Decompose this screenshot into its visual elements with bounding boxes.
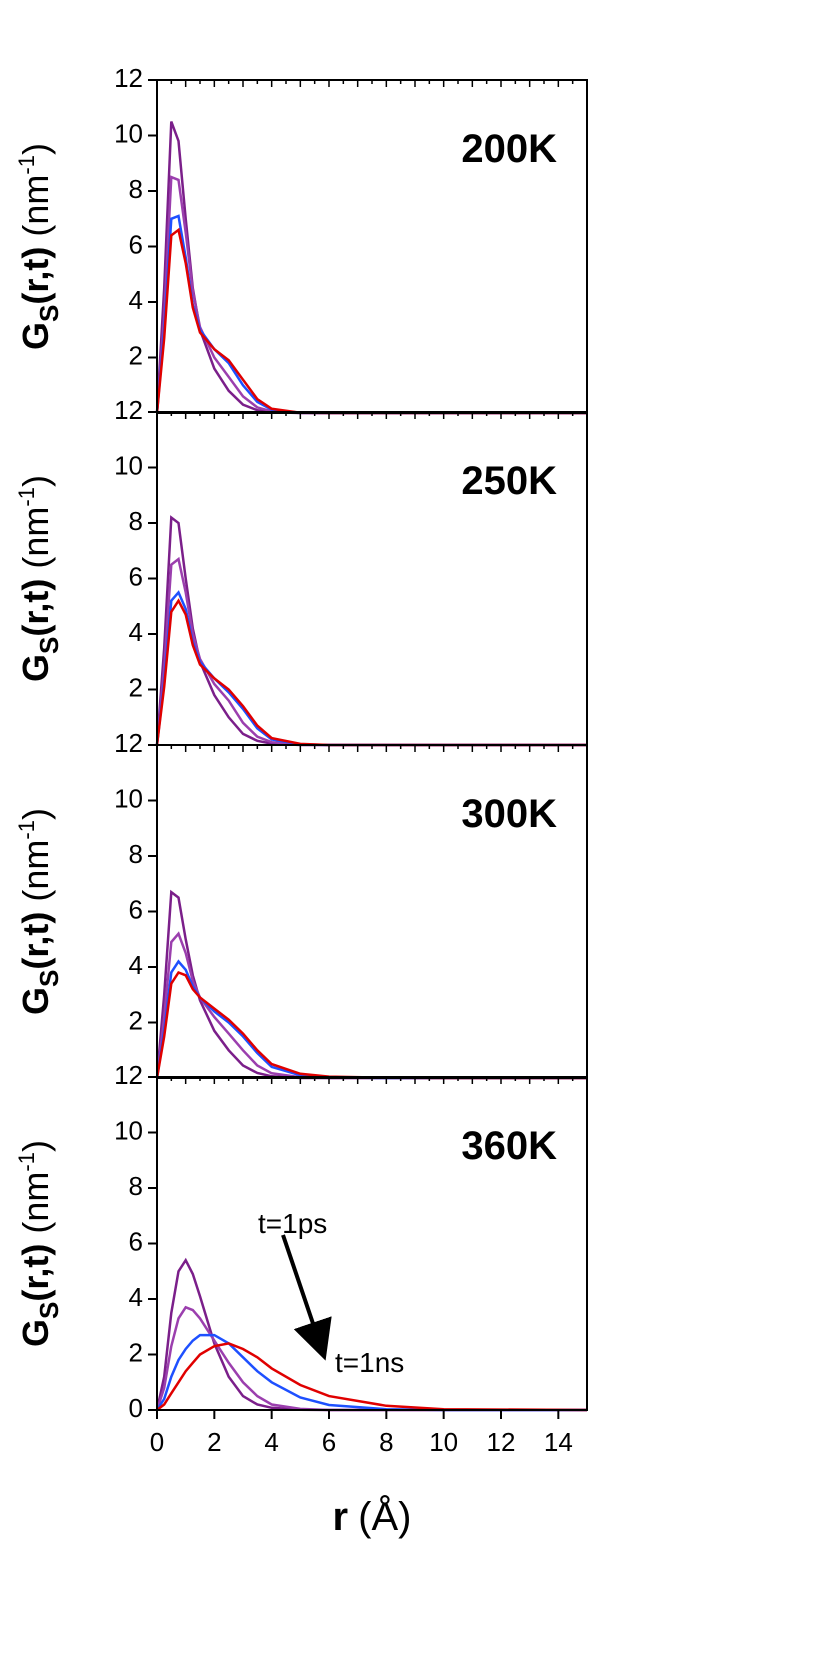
y-axis-label: GS(r,t) (nm-1) (14, 143, 64, 350)
y-label-part: G (15, 654, 56, 682)
x-tick-label: 10 (429, 1427, 458, 1457)
x-tick-label: 2 (207, 1427, 221, 1457)
y-axis-label: GS(r,t) (nm-1) (14, 1140, 64, 1347)
y-label-part: (nm (15, 1172, 56, 1234)
y-tick-label: 10 (114, 1115, 143, 1145)
y-label-part: (r,t) (15, 912, 56, 970)
y-label-part: G (15, 322, 56, 350)
y-tick-label: 12 (114, 1060, 143, 1090)
annotation: t=1ns (335, 1347, 404, 1378)
y-tick-label: 2 (129, 672, 143, 702)
y-tick-label: 6 (129, 1226, 143, 1256)
y-label-part: -1 (14, 1152, 39, 1172)
curve (155, 227, 587, 415)
y-tick-label: 8 (129, 174, 143, 204)
panel-label: 250K (461, 459, 557, 503)
y-label-part: G (15, 1319, 56, 1347)
curve (156, 1342, 588, 1412)
y-label-part: G (15, 987, 56, 1015)
annotation: t=1ps (258, 1208, 327, 1239)
y-tick-label: 2 (129, 1337, 143, 1367)
curve (155, 1257, 587, 1412)
curve (155, 214, 587, 415)
y-tick-label: 4 (129, 950, 143, 980)
y-label-part: S (34, 970, 64, 987)
y-tick-label: 12 (114, 395, 143, 425)
y-tick-label: 6 (129, 229, 143, 259)
curve (155, 590, 587, 747)
y-tick-label: 12 (114, 728, 143, 758)
y-axis-label: GS(r,t) (nm-1) (14, 808, 64, 1015)
y-axis-label: GS(r,t) (nm-1) (14, 475, 64, 682)
x-axis-label: r (Å) (333, 1494, 412, 1539)
x-label-part: (Å) (358, 1494, 411, 1539)
curve (155, 889, 587, 1080)
y-label-part: (r,t) (15, 247, 56, 305)
y-label-part: S (34, 637, 64, 654)
y-label-part: ) (15, 808, 56, 820)
x-tick-label: 6 (322, 1427, 336, 1457)
x-tick-label: 14 (544, 1427, 573, 1457)
y-tick-label: 10 (114, 450, 143, 480)
panel-label: 360K (461, 1124, 557, 1168)
y-label-part: (nm (15, 507, 56, 569)
curve (155, 515, 587, 747)
y-tick-label: 6 (129, 894, 143, 924)
y-tick-label: 2 (129, 340, 143, 370)
y-label-part: -1 (14, 155, 39, 175)
x-tick-label: 0 (150, 1427, 164, 1457)
y-tick-label: 10 (114, 783, 143, 813)
curve (155, 959, 587, 1080)
y-tick-label: 10 (114, 118, 143, 148)
y-tick-label: 4 (129, 617, 143, 647)
y-label-part: -1 (14, 487, 39, 507)
y-label-part: ) (15, 1140, 56, 1152)
x-label-part: r (333, 1495, 349, 1539)
y-label-part: ) (15, 143, 56, 155)
y-tick-label: 8 (129, 839, 143, 869)
annotation-arrow (281, 1234, 332, 1361)
curve (155, 556, 587, 747)
x-tick-label: 4 (264, 1427, 278, 1457)
x-tick-label: 8 (379, 1427, 393, 1457)
panel-label: 200K (461, 127, 557, 171)
y-tick-label: 4 (129, 285, 143, 315)
y-label-part: (r,t) (15, 1244, 56, 1302)
y-label-part: (nm (15, 175, 56, 237)
y-label-part: S (34, 305, 64, 322)
curve (155, 598, 587, 747)
y-label-part: -1 (14, 820, 39, 840)
panel-label: 300K (461, 792, 557, 836)
y-tick-label: 0 (129, 1393, 143, 1423)
y-tick-label: 8 (129, 506, 143, 536)
y-tick-label: 2 (129, 1005, 143, 1035)
y-tick-label: 4 (129, 1282, 143, 1312)
y-tick-label: 12 (114, 63, 143, 93)
curve (155, 931, 587, 1080)
y-label-part: ) (15, 475, 56, 487)
y-label-part: (r,t) (15, 579, 56, 637)
y-label-part: S (34, 1302, 64, 1319)
y-label-part: (nm (15, 840, 56, 902)
y-tick-label: 8 (129, 1171, 143, 1201)
y-tick-label: 6 (129, 561, 143, 591)
x-tick-label: 12 (487, 1427, 516, 1457)
